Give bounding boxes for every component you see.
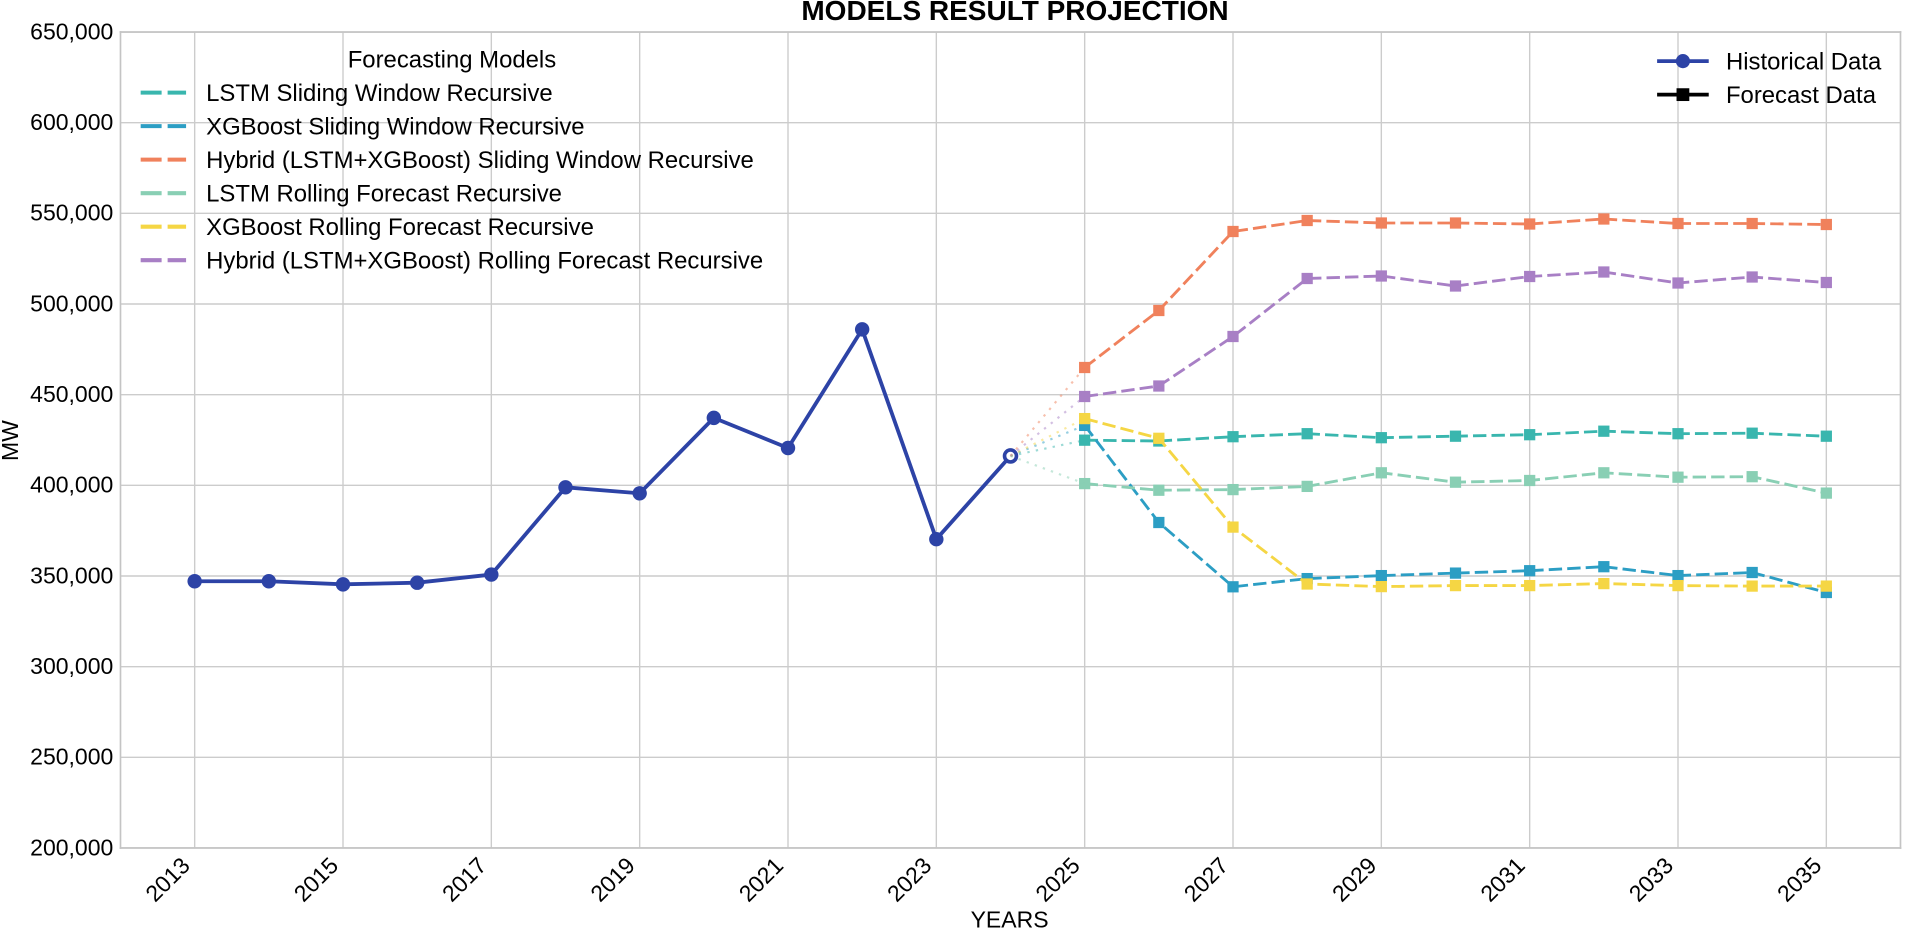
svg-text:XGBoost Sliding Window Recursi: XGBoost Sliding Window Recursive — [206, 114, 584, 141]
svg-text:250,000: 250,000 — [30, 744, 113, 770]
svg-text:350,000: 350,000 — [30, 562, 113, 588]
svg-text:MODELS RESULT PROJECTION: MODELS RESULT PROJECTION — [801, 0, 1228, 26]
svg-text:MW: MW — [0, 420, 23, 461]
svg-text:LSTM Sliding Window Recursive: LSTM Sliding Window Recursive — [206, 80, 553, 107]
svg-text:LSTM Rolling Forecast Recursiv: LSTM Rolling Forecast Recursive — [206, 181, 562, 208]
svg-text:450,000: 450,000 — [30, 381, 113, 407]
svg-text:XGBoost Rolling Forecast Recur: XGBoost Rolling Forecast Recursive — [206, 214, 594, 241]
svg-text:Hybrid (LSTM+XGBoost) Rolling: Hybrid (LSTM+XGBoost) Rolling Forecast R… — [206, 248, 763, 275]
svg-text:Hybrid (LSTM+XGBoost) Sliding: Hybrid (LSTM+XGBoost) Sliding Window Rec… — [206, 147, 754, 174]
svg-text:550,000: 550,000 — [30, 200, 113, 226]
svg-text:200,000: 200,000 — [30, 834, 113, 860]
svg-text:Forecast Data: Forecast Data — [1726, 82, 1877, 109]
svg-text:300,000: 300,000 — [30, 653, 113, 679]
svg-text:Historical Data: Historical Data — [1726, 48, 1882, 75]
svg-text:600,000: 600,000 — [30, 109, 113, 135]
svg-text:YEARS: YEARS — [971, 906, 1049, 930]
svg-text:Forecasting Models: Forecasting Models — [348, 46, 557, 73]
svg-text:400,000: 400,000 — [30, 472, 113, 498]
svg-text:650,000: 650,000 — [30, 18, 113, 44]
svg-text:500,000: 500,000 — [30, 290, 113, 316]
